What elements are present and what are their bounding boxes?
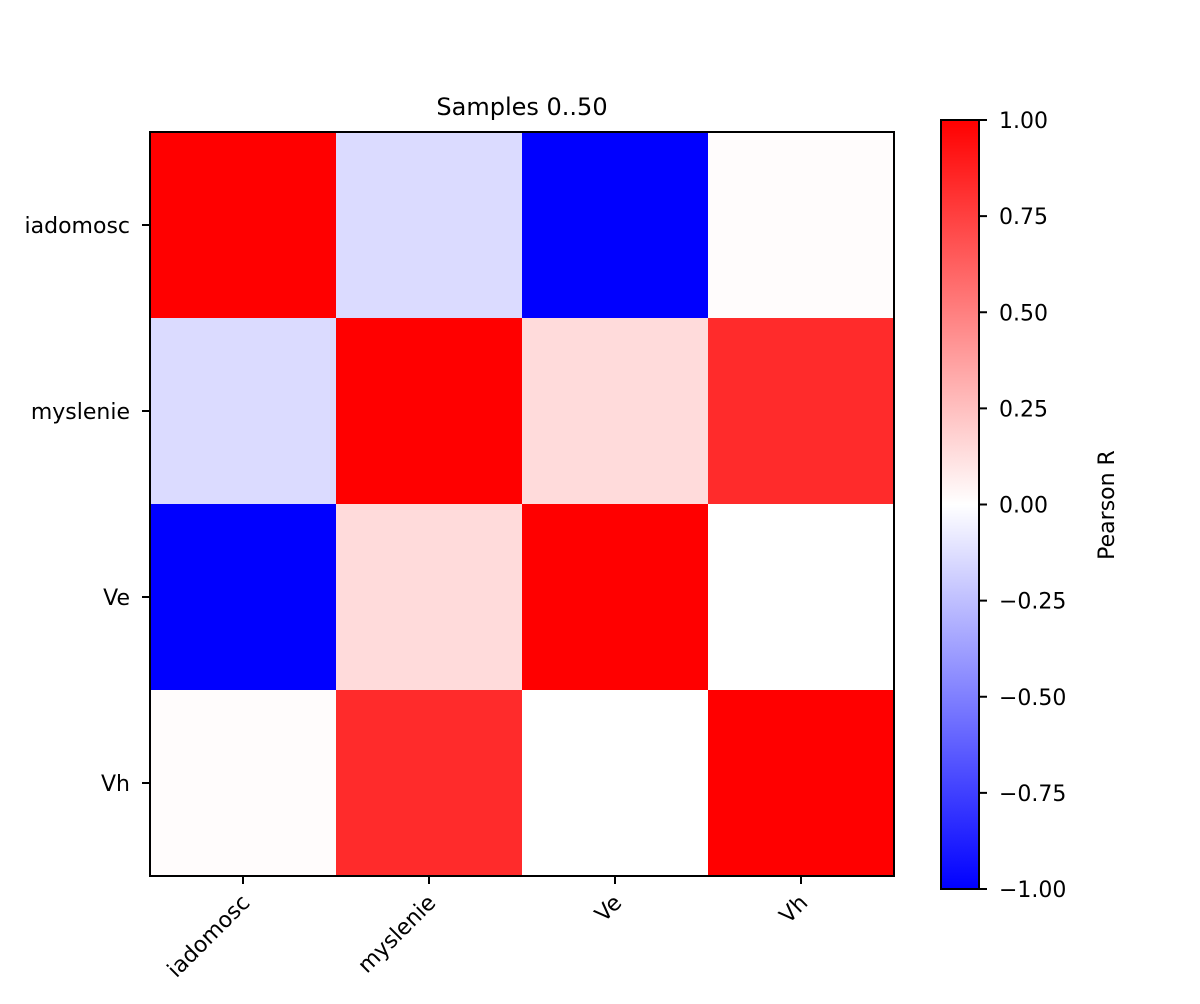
colorbar-label: Pearson R (1095, 450, 1120, 560)
heatmap-cell (708, 504, 895, 691)
colorbar-tick-label: 0.50 (999, 301, 1048, 326)
heatmap-cell (708, 690, 895, 877)
heatmap-cell (336, 504, 523, 691)
y-tick-label: Ve (103, 586, 130, 611)
heatmap-cells (150, 132, 895, 877)
y-tick-label: Vh (101, 772, 130, 797)
y-tick-label: myslenie (31, 400, 130, 425)
heatmap-cell (708, 318, 895, 505)
heatmap-cell (522, 132, 709, 319)
colorbar-tick-label: −1.00 (999, 878, 1066, 903)
colorbar-tick-label: 0.25 (999, 397, 1048, 422)
colorbar (940, 119, 980, 890)
x-tick-label: iadomosc (163, 891, 255, 983)
heatmap-cell (336, 132, 523, 319)
heatmap-cell (522, 690, 709, 877)
colorbar-tick-label: 0.00 (999, 494, 1048, 519)
heatmap-cell (336, 690, 523, 877)
chart-title: Samples 0..50 (436, 93, 607, 121)
heatmap-cell (708, 132, 895, 319)
heatmap-cell (150, 504, 337, 691)
x-tick-label: Ve (591, 891, 628, 928)
heatmap-cell (336, 318, 523, 505)
plot-frame (149, 131, 895, 877)
heatmap-cell (150, 132, 337, 319)
heatmap-cell (522, 504, 709, 691)
row-labels: iadomosc myslenie Ve Vh (25, 214, 150, 797)
colorbar-tick-label: 1.00 (999, 109, 1048, 134)
colorbar-tick-label: −0.50 (999, 686, 1066, 711)
colorbar-tick-label: −0.25 (999, 590, 1066, 615)
x-tick-label: myslenie (353, 891, 441, 979)
y-tick-label: iadomosc (25, 214, 130, 239)
colorbar-tick-label: 0.75 (999, 205, 1048, 230)
colorbar-ticks: 1.00 0.75 0.50 0.25 0.00 −0.25 −0.50 −0.75 −1.00 (979, 109, 1066, 903)
heatmap-cell (150, 318, 337, 505)
x-tick-label: Vh (775, 891, 813, 929)
colorbar-tick-label: −0.75 (999, 782, 1066, 807)
column-labels: iadomosc myslenie Ve Vh (163, 876, 813, 983)
heatmap-cell (522, 318, 709, 505)
heatmap-cell (150, 690, 337, 877)
